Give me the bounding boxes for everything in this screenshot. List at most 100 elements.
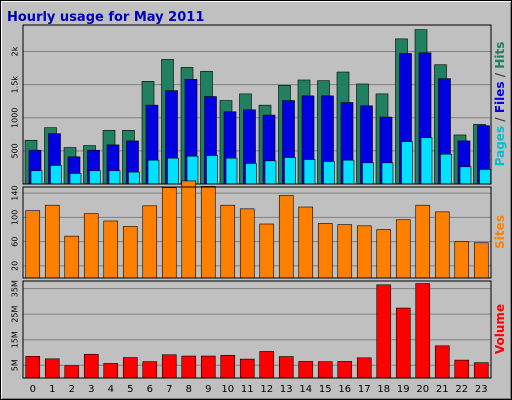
x-tick-label: 14 (299, 384, 312, 395)
axis-label-part: Hits (493, 42, 507, 69)
bar-pages-3 (89, 170, 101, 185)
x-tick-label: 17 (358, 384, 371, 395)
y-tick-label: 15M (11, 331, 20, 348)
y-tick-label: 140 (11, 185, 20, 200)
bar-pages-11 (245, 163, 257, 185)
y-tick-label: 35M (11, 280, 20, 297)
bar-sites-21 (434, 211, 450, 279)
bar-sites-20 (415, 204, 431, 279)
x-tick-label: 4 (108, 384, 114, 395)
bar-volume-18 (376, 284, 392, 379)
bar-volume-6 (142, 361, 158, 379)
panel-border (22, 24, 492, 185)
bar-volume-22 (454, 359, 470, 379)
x-tick-label: 3 (88, 384, 94, 395)
bar-sites-7 (161, 187, 177, 279)
bar-pages-12 (264, 160, 277, 185)
bar-volume-11 (239, 358, 255, 379)
y-tick-label: 25M (11, 306, 20, 323)
bar-sites-0 (25, 210, 41, 279)
bar-pages-18 (381, 162, 394, 185)
bar-pages-8 (186, 155, 199, 185)
bar-sites-1 (44, 204, 60, 279)
bar-volume-20 (415, 283, 431, 379)
bar-sites-5 (122, 226, 138, 279)
panel-background (23, 187, 491, 278)
panel-bottom: 5M 15M 25M 35M Volume (11, 280, 507, 379)
bar-sites-8 (181, 180, 197, 279)
y-tick-label: 1.5k (11, 76, 20, 94)
bar-sites-12 (259, 223, 275, 279)
axis-label-part: Volume (493, 304, 507, 354)
bar-volume-15 (317, 361, 333, 379)
y-tick-label: 20 (11, 261, 20, 271)
bar-volume-3 (83, 353, 99, 379)
panel-background (23, 281, 491, 378)
bar-pages-21 (440, 153, 452, 185)
x-tick-label: 23 (475, 384, 488, 395)
axis-label-part: / (493, 113, 507, 126)
bar-volume-14 (298, 361, 314, 379)
x-tick-label: 19 (397, 384, 410, 395)
x-tick-label: 1 (49, 384, 55, 395)
bar-pages-23 (479, 169, 491, 185)
bar-sites-17 (356, 225, 372, 279)
x-tick-label: 15 (319, 384, 332, 395)
y-tick-label: 500 (11, 143, 20, 158)
bar-pages-15 (323, 161, 335, 185)
y-tick-label: 5M (11, 359, 20, 371)
bar-volume-21 (434, 345, 450, 379)
bar-sites-18 (376, 229, 392, 279)
bar-volume-2 (64, 365, 80, 379)
bar-volume-7 (161, 354, 177, 379)
bar-pages-19 (401, 141, 413, 185)
bar-sites-2 (64, 235, 80, 279)
bar-volume-13 (278, 356, 294, 379)
bar-volume-10 (220, 354, 236, 379)
x-tick-label: 13 (280, 384, 293, 395)
axis-label-middle: Sites (493, 215, 507, 249)
bar-pages-20 (420, 137, 433, 185)
bar-pages-14 (303, 159, 316, 185)
bar-pages-1 (50, 165, 62, 185)
bar-pages-5 (128, 171, 140, 185)
bar-pages-22 (459, 166, 472, 185)
bar-volume-1 (44, 358, 60, 379)
x-tick-label: 22 (455, 384, 468, 395)
y-tick-label: 60 (11, 237, 20, 247)
bar-sites-6 (142, 205, 158, 279)
x-tick-label: 0 (30, 384, 36, 395)
axis-label-part: / (493, 69, 507, 82)
axis-label-bottom: Volume (493, 304, 507, 354)
y-tick-label: 100 (11, 210, 20, 225)
x-tick-label: 12 (260, 384, 273, 395)
bar-pages-6 (147, 159, 160, 185)
bar-sites-9 (200, 186, 216, 279)
bar-pages-13 (284, 157, 296, 185)
bar-volume-16 (337, 361, 353, 379)
bar-pages-16 (342, 159, 355, 185)
bar-volume-8 (181, 355, 197, 379)
bar-sites-14 (298, 206, 314, 279)
bar-volume-23 (473, 362, 489, 379)
panel-middle: 20 60 100 140 Sites (11, 180, 507, 279)
x-tick-label: 18 (377, 384, 390, 395)
bar-sites-3 (83, 213, 99, 279)
panel-border (22, 186, 492, 279)
bar-sites-16 (337, 224, 353, 279)
panel-border (22, 280, 492, 379)
x-tick-label: 2 (69, 384, 75, 395)
x-tick-label: 7 (166, 384, 172, 395)
y-tick-label: 2k (11, 46, 20, 56)
bar-sites-23 (473, 242, 489, 279)
axis-label-part: Pages (493, 126, 507, 166)
bar-pages-4 (108, 170, 121, 185)
bar-pages-17 (362, 162, 374, 185)
x-tick-label: 21 (436, 384, 449, 395)
x-tick-label: 11 (241, 384, 254, 395)
x-tick-label: 16 (338, 384, 351, 395)
chart-title: Hourly usage for May 2011 (7, 10, 204, 25)
bar-volume-19 (395, 307, 411, 379)
bar-sites-19 (395, 219, 411, 279)
